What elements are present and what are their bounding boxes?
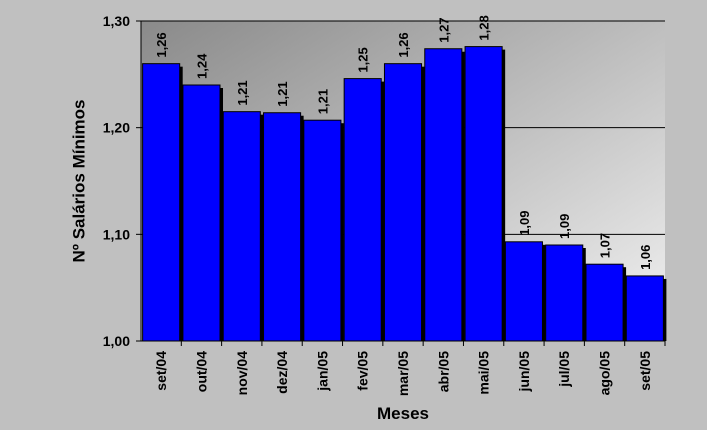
x-tick-label: jun/05 xyxy=(516,351,532,393)
bars xyxy=(142,46,667,342)
bar xyxy=(383,63,423,342)
bar xyxy=(504,241,543,342)
y-tick-label: 1,10 xyxy=(103,226,130,242)
y-axis-ticks: 1,00 1,10 1,20 1,30 xyxy=(103,13,141,349)
x-tick-label: jul/05 xyxy=(556,351,572,388)
data-label: 1,26 xyxy=(396,32,411,57)
x-tick-label: ago/05 xyxy=(597,351,613,396)
bar xyxy=(625,275,664,342)
x-tick-label: set/05 xyxy=(637,351,653,391)
x-tick-label: fev/05 xyxy=(355,351,371,391)
data-label: 1,09 xyxy=(517,210,532,235)
data-label: 1,09 xyxy=(557,214,572,239)
data-label: 1,25 xyxy=(356,47,371,72)
bar xyxy=(343,78,382,342)
data-label: 1,24 xyxy=(194,53,209,79)
x-tick-label: jan/05 xyxy=(314,351,330,392)
x-tick-label: out/04 xyxy=(193,351,209,392)
x-axis-ticks: set/04 out/04 nov/04 dez/04 jan/05 fev/05 mar/… xyxy=(153,341,666,396)
y-tick-label: 1,00 xyxy=(103,333,130,349)
bar xyxy=(263,112,302,342)
x-tick-label: abr/05 xyxy=(435,351,451,392)
bar xyxy=(142,63,181,342)
data-label: 1,26 xyxy=(154,32,169,57)
x-tick-label: mar/05 xyxy=(395,351,411,396)
bar xyxy=(303,119,342,342)
bar xyxy=(182,84,221,342)
y-tick-label: 1,20 xyxy=(103,120,130,136)
x-tick-label: mai/05 xyxy=(476,351,492,395)
y-axis-title: Nº Salários Mínimos xyxy=(69,99,88,262)
bar xyxy=(222,111,261,342)
data-labels: 1,26 1,24 1,21 1,21 1,21 1,25 1,26 1,27 1,28 1,09… xyxy=(154,15,653,270)
x-tick-label: nov/04 xyxy=(234,351,250,396)
x-axis-title: Meses xyxy=(377,404,429,423)
bar xyxy=(424,48,463,342)
data-label: 1,27 xyxy=(436,17,451,42)
data-label: 1,28 xyxy=(477,15,492,40)
bar xyxy=(545,244,584,342)
data-label: 1,21 xyxy=(235,80,250,105)
x-tick-label: set/04 xyxy=(153,351,169,391)
bar xyxy=(464,46,503,342)
y-tick-label: 1,30 xyxy=(103,13,130,29)
data-label: 1,07 xyxy=(598,233,613,258)
x-tick-label: dez/04 xyxy=(274,351,290,394)
bar xyxy=(585,263,624,342)
data-label: 1,06 xyxy=(638,245,653,270)
data-label: 1,21 xyxy=(275,81,290,106)
data-label: 1,21 xyxy=(315,89,330,114)
